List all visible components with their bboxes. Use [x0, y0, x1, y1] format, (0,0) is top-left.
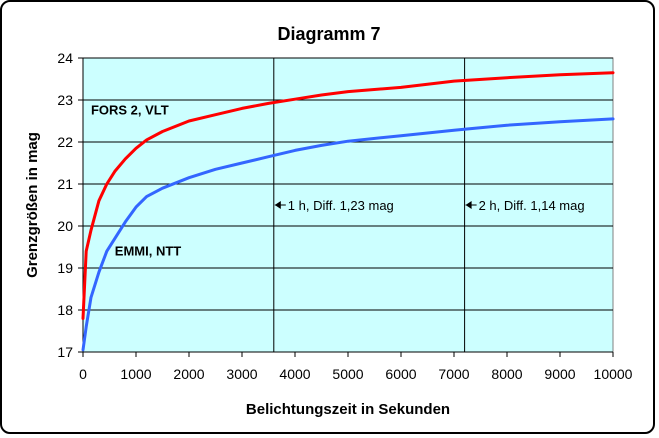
series-line — [81, 117, 615, 352]
y-tick-label: 22 — [57, 134, 73, 150]
x-tick-label: 1000 — [120, 366, 151, 382]
y-tick-label: 20 — [57, 218, 73, 234]
y-axis-label: Grenzgrößen in mag — [24, 132, 41, 278]
marker-annotation: 2 h, Diff. 1,14 mag — [479, 198, 585, 213]
x-tick-label: 5000 — [332, 366, 363, 382]
x-tick-label: 9000 — [544, 366, 575, 382]
y-tick-label: 17 — [57, 344, 73, 360]
y-tick-label: 19 — [57, 260, 73, 276]
x-tick-label: 0 — [79, 366, 87, 382]
series-label: EMMI, NTT — [115, 243, 181, 258]
x-tick-label: 4000 — [279, 366, 310, 382]
y-tick-label: 24 — [57, 50, 73, 66]
series-label: FORS 2, VLT — [91, 103, 169, 118]
x-tick-label: 7000 — [438, 366, 469, 382]
x-tick-label: 6000 — [385, 366, 416, 382]
plot-area — [82, 57, 614, 353]
y-tick-label: 23 — [57, 92, 73, 108]
x-axis-label: Belichtungszeit in Sekunden — [246, 401, 450, 418]
x-tick-label: 3000 — [226, 366, 257, 382]
chart-title: Diagramm 7 — [277, 24, 380, 44]
marker-annotation: 1 h, Diff. 1,23 mag — [288, 198, 394, 213]
x-tick-label: 2000 — [173, 366, 204, 382]
y-tick-label: 18 — [57, 302, 73, 318]
y-tick-label: 21 — [57, 176, 73, 192]
x-tick-label: 8000 — [491, 366, 522, 382]
series-line — [81, 71, 615, 320]
x-tick-label: 10000 — [594, 366, 633, 382]
